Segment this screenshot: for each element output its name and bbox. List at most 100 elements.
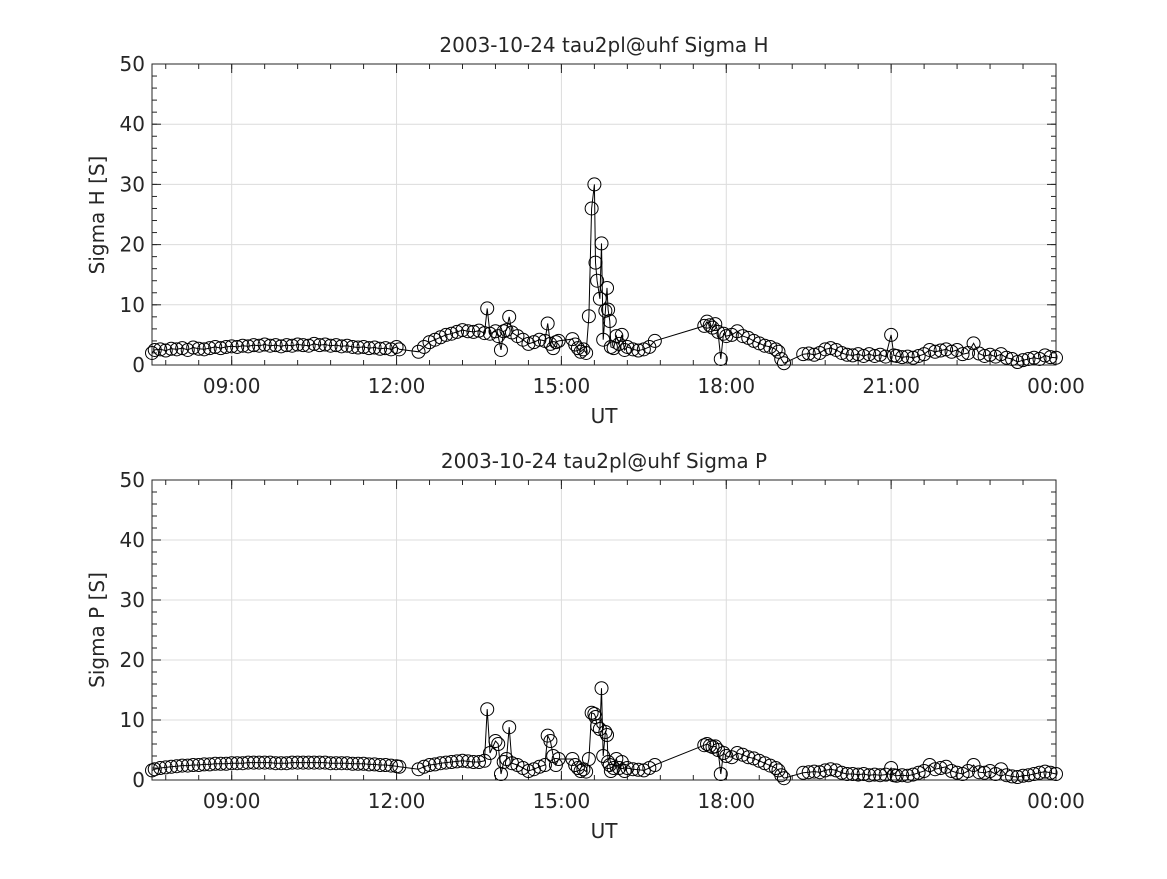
data-point [944, 344, 959, 359]
data-point [878, 349, 893, 364]
data-point [252, 755, 267, 770]
data-point [502, 720, 517, 735]
data-point [697, 738, 712, 753]
x-axis-label: UT [591, 819, 619, 843]
data-point [548, 335, 563, 350]
data-point [392, 342, 407, 357]
axes-box [151, 479, 1057, 781]
data-point [460, 324, 475, 339]
data-point [496, 324, 511, 339]
data-point [1032, 765, 1047, 780]
sigma-p-panel: 2003-10-24 tau2pl@uhf Sigma P UT Sigma P… [85, 449, 1085, 843]
data-point [588, 255, 603, 270]
data-point [285, 755, 300, 770]
data-point [911, 348, 926, 363]
data-point [570, 341, 585, 356]
data-point [983, 347, 998, 362]
y-tick-label: 0 [132, 353, 145, 377]
data-point [922, 758, 937, 772]
data-point [570, 761, 585, 775]
data-point [263, 338, 278, 353]
data-point [477, 326, 492, 341]
data-point [202, 341, 217, 356]
data-point [568, 337, 583, 352]
data-point [1027, 767, 1042, 781]
data-point [594, 236, 609, 251]
data-point [169, 759, 184, 774]
data-point [977, 348, 992, 363]
x-tick-label: 09:00 [203, 789, 261, 813]
data-point [389, 339, 404, 354]
data-point [713, 351, 728, 366]
data-point [551, 333, 566, 348]
data-point [296, 338, 311, 353]
data-point [147, 762, 162, 777]
data-point [439, 327, 454, 342]
data-point [601, 302, 616, 317]
data-point [367, 757, 382, 772]
data-point [307, 755, 322, 770]
data-point [241, 755, 256, 770]
data-point [268, 338, 283, 353]
axes: 09:00 12:00 15:00 18:00 21:00 00:00 0 10 20 30 40 5… [120, 468, 1085, 813]
data-point [598, 725, 613, 739]
data-point [274, 339, 289, 354]
data-point [378, 341, 393, 356]
data-point [708, 317, 723, 332]
data-point [573, 344, 588, 359]
data-point [796, 347, 811, 362]
data-point [614, 327, 629, 342]
data-point [596, 332, 611, 347]
data-point [345, 339, 360, 354]
data-point [318, 337, 333, 352]
series-line [151, 184, 1057, 364]
data-point [972, 765, 987, 780]
data-point [818, 342, 833, 357]
data-point [776, 356, 791, 371]
series-markers [145, 681, 1063, 786]
data-point [1016, 353, 1031, 368]
data-point [384, 758, 399, 773]
data-point [340, 756, 355, 771]
data-point [449, 754, 464, 769]
data-point [246, 755, 261, 770]
data-point [417, 339, 432, 354]
data-point [301, 338, 316, 353]
chart-title: 2003-10-24 tau2pl@uhf Sigma P [441, 449, 767, 473]
data-point [625, 762, 640, 777]
data-point [845, 348, 860, 363]
data-point [576, 342, 591, 357]
data-point [812, 765, 827, 780]
data-point [928, 344, 943, 359]
data-point [581, 752, 596, 766]
data-point [471, 755, 486, 769]
data-point [900, 768, 915, 783]
data-point [928, 762, 943, 777]
data-point [213, 341, 228, 356]
x-tick-label: 21:00 [862, 374, 920, 398]
data-point [768, 761, 783, 775]
data-point [631, 343, 646, 358]
data-point [312, 755, 327, 770]
data-point [950, 342, 965, 357]
data-point [823, 762, 838, 777]
data-point [257, 337, 272, 352]
data-point [579, 345, 594, 360]
data-point [551, 752, 566, 766]
data-point [145, 763, 159, 778]
data-point [719, 749, 734, 763]
data-point [515, 332, 530, 347]
data-point [230, 339, 245, 354]
data-point [186, 758, 201, 772]
x-tick-label: 00:00 [1027, 789, 1085, 813]
data-point [716, 326, 731, 341]
x-tick-label: 15:00 [533, 789, 591, 813]
data-point [482, 746, 497, 760]
data-point [285, 338, 300, 353]
data-point [422, 758, 437, 772]
data-point [191, 758, 206, 772]
data-point [274, 756, 289, 771]
y-tick-label: 40 [120, 528, 145, 552]
data-point [862, 347, 877, 362]
data-point [175, 758, 190, 773]
